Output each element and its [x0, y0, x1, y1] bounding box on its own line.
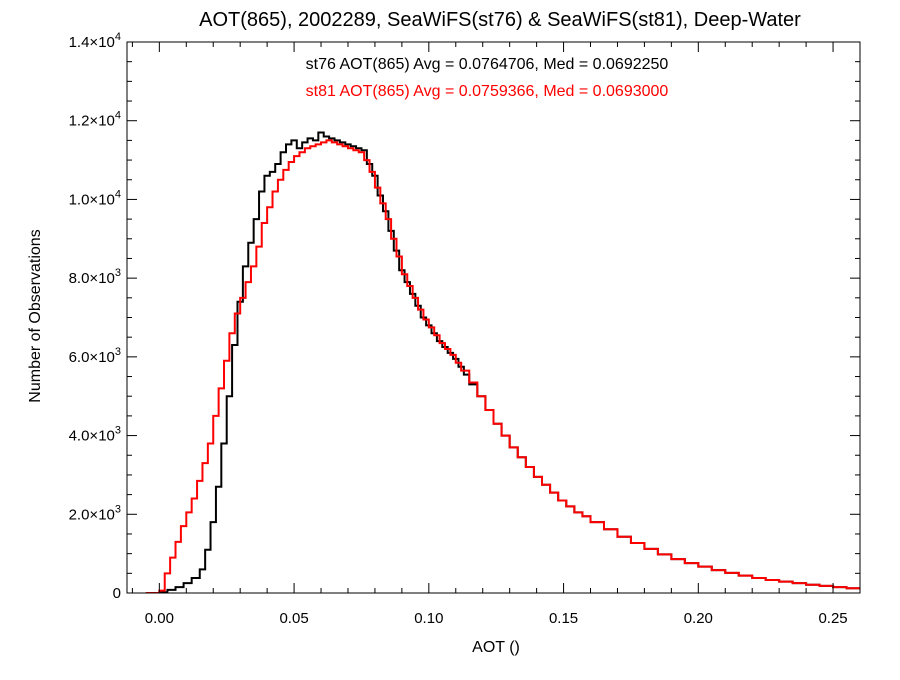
y-tick-label: 8.0×103	[69, 267, 121, 287]
annotation-st81-stats: st81 AOT(865) Avg = 0.0759366, Med = 0.0…	[306, 83, 669, 100]
series-line-0	[145, 131, 860, 593]
y-tick-label: 4.0×103	[69, 425, 121, 445]
y-tick-label: 0	[113, 585, 121, 602]
y-tick-label: 1.0×104	[69, 188, 121, 208]
x-axis-label: AOT ()	[472, 639, 520, 656]
y-axis-label: Number of Observations	[27, 229, 44, 402]
x-tick-label: 0.05	[279, 610, 308, 627]
y-tick-label: 1.4×104	[69, 31, 121, 51]
annotation-st76-stats: st76 AOT(865) Avg = 0.0764706, Med = 0.0…	[306, 56, 669, 73]
y-tick-label: 1.2×104	[69, 110, 121, 130]
y-tick-label: 2.0×103	[69, 503, 121, 523]
series-line-1	[145, 139, 860, 593]
axes: 0.00 0.05 0.10 0.15 0.20 0.25 0 2.0×103 4.0×103 6…	[69, 31, 861, 627]
y-tick-label: 6.0×103	[69, 346, 121, 366]
x-tick-label: 0.10	[414, 610, 443, 627]
x-tick-label: 0.15	[549, 610, 578, 627]
x-tick-label: 0.20	[684, 610, 713, 627]
x-tick-label: 0.25	[818, 610, 847, 627]
chart-title: AOT(865), 2002289, SeaWiFS(st76) & SeaWi…	[199, 9, 801, 31]
x-tick-label: 0.00	[145, 610, 174, 627]
plot-area	[145, 131, 860, 593]
